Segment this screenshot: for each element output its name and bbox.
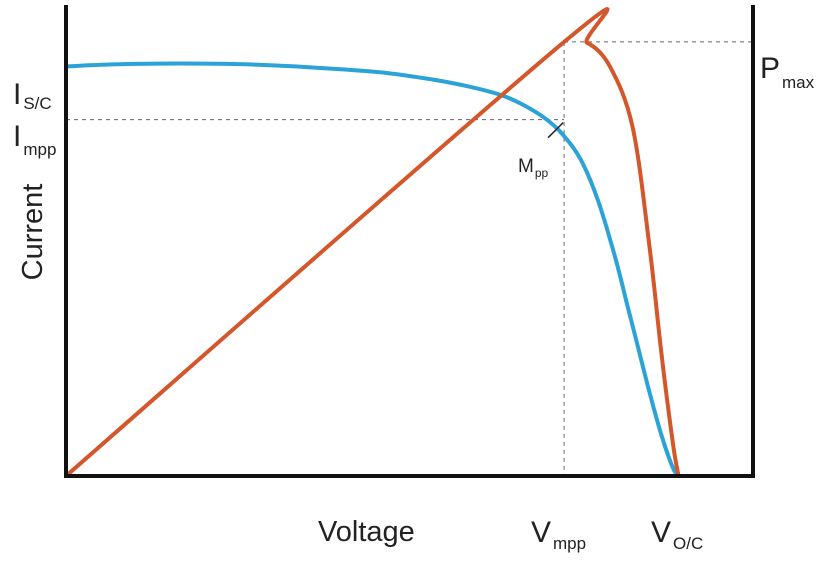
isc-label: I S/C xyxy=(13,78,52,113)
mpp-label: Mpp xyxy=(518,156,549,180)
voc-label: V O/C xyxy=(651,516,703,553)
mpp-pointer xyxy=(547,122,564,139)
current-curve xyxy=(64,61,681,478)
power-curve xyxy=(64,7,681,478)
y-axis-label: Current xyxy=(17,184,49,281)
x-axis-label: Voltage xyxy=(318,516,415,548)
